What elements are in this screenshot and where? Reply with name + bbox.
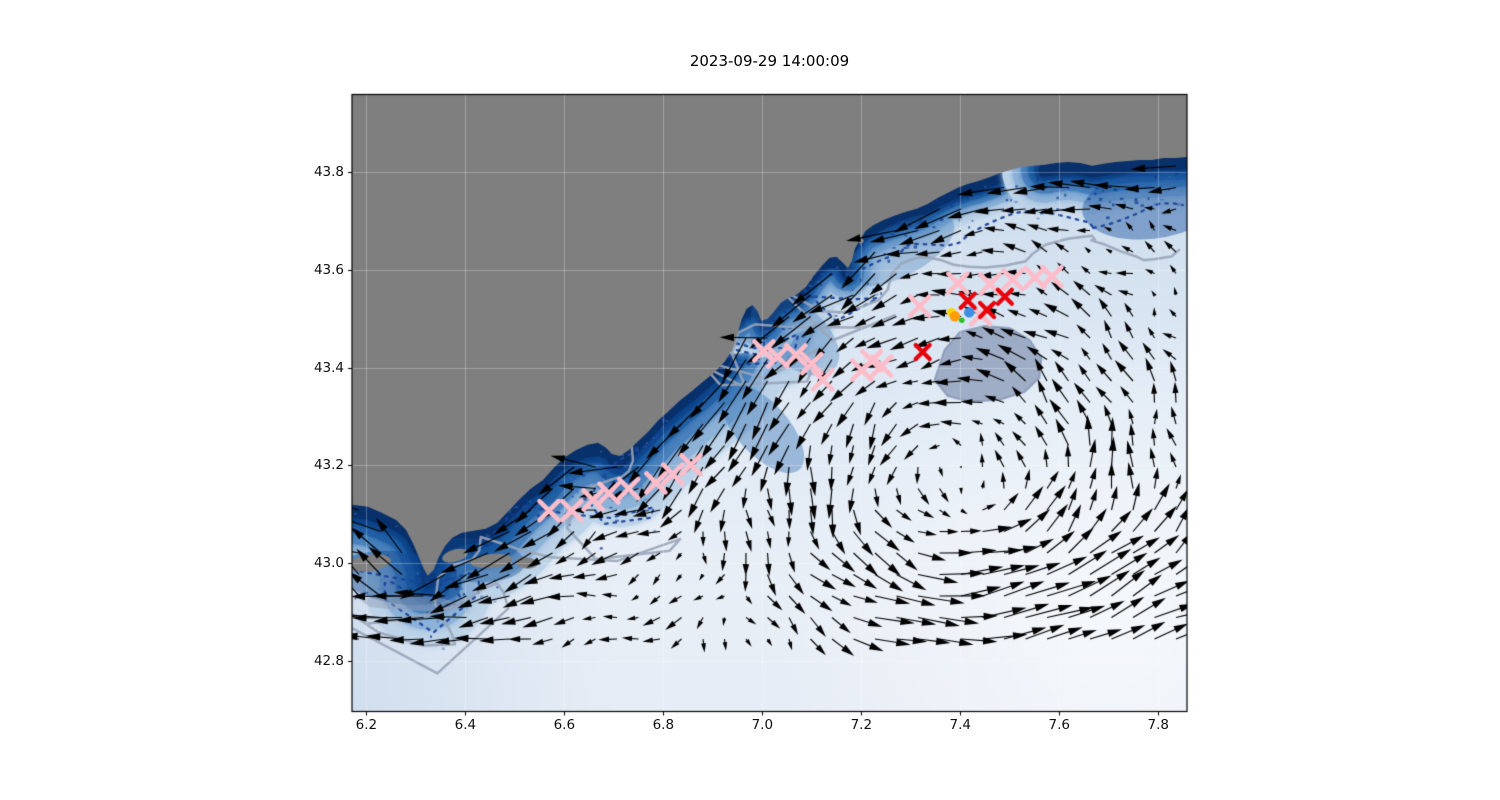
- x-tick-label-7.0: 7.0: [751, 717, 774, 733]
- x-tick-label-6.6: 6.6: [553, 717, 576, 733]
- y-tick-label-43.6: 43.6: [313, 261, 344, 278]
- x-tick-label-6.2: 6.2: [355, 717, 378, 733]
- x-tick-label-7.8: 7.8: [1147, 717, 1170, 733]
- plot-title: 2023-09-29 14:00:09: [689, 52, 850, 70]
- y-tick-label-42.8: 42.8: [313, 652, 344, 669]
- y-tick-label-43.8: 43.8: [313, 164, 344, 181]
- y-tick-label-43.2: 43.2: [313, 457, 344, 474]
- x-tick-label-7.4: 7.4: [949, 717, 972, 733]
- y-tick-label-43.0: 43.0: [313, 554, 344, 571]
- x-tick-label-6.4: 6.4: [454, 717, 477, 733]
- x-tick-label-6.8: 6.8: [652, 717, 675, 733]
- x-tick-label-7.2: 7.2: [850, 717, 873, 733]
- y-tick-label-43.4: 43.4: [313, 359, 344, 376]
- x-tick-label-7.6: 7.6: [1048, 717, 1071, 733]
